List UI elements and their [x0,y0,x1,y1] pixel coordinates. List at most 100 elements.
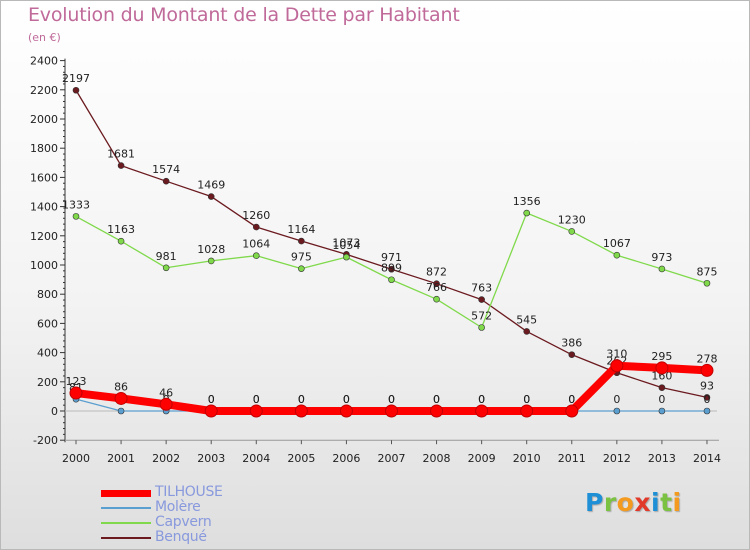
data-label: 0 [523,393,530,406]
data-label: 278 [696,352,717,365]
data-point [207,257,215,265]
legend-item: Capvern [101,514,361,530]
x-tick-label: 2013 [648,452,676,465]
data-label: 899 [381,262,402,275]
data-point [568,351,576,358]
y-tick-label: 600 [37,317,58,330]
data-label: 1230 [558,213,586,226]
data-label: 971 [381,251,402,264]
legend-label: Molère [155,499,201,515]
chart-title: Evolution du Montant de la Dette par Hab… [28,4,460,26]
data-point [117,162,125,169]
data-label: 160 [651,370,672,383]
data-label: 0 [568,393,575,406]
data-label: 0 [478,393,485,406]
x-tick-label: 2003 [197,452,225,465]
data-label: 0 [433,393,440,406]
legend-label: Capvern [155,514,212,530]
y-tick-label: 1200 [30,230,58,243]
data-label: 0 [208,393,215,406]
data-label: 875 [696,265,717,278]
data-point [568,228,576,235]
data-label: 1333 [62,198,90,211]
x-tick-label: 2007 [377,452,405,465]
data-point [430,404,444,418]
y-tick-label: 1400 [30,201,58,214]
data-label: 1028 [197,243,225,256]
legend-item: TILHOUSE [101,484,361,500]
data-point [343,253,350,261]
y-tick-label: 800 [37,288,58,301]
data-point [162,264,170,272]
data-point [252,252,260,259]
data-label: 1164 [287,223,315,236]
y-tick-label: 1800 [30,142,58,155]
x-tick-label: 2011 [558,452,586,465]
data-point [433,280,440,287]
data-point [388,276,395,284]
data-point [117,237,125,245]
data-point [249,404,263,418]
data-point [72,86,80,94]
data-point [159,397,173,411]
data-label: 572 [471,309,492,322]
y-tick-label: 400 [37,347,58,360]
data-label: 1681 [107,148,135,161]
data-point [384,404,398,418]
proxiti-logo: Proxiti [585,488,682,517]
data-point [658,407,666,415]
data-label: 93 [700,379,714,392]
data-label: 0 [298,393,305,406]
data-label: 86 [114,380,128,393]
legend-item: Molère [101,499,361,515]
data-point [700,363,714,377]
data-label: 1260 [242,209,270,222]
x-tick-label: 2009 [468,452,496,465]
data-label: 1067 [603,237,631,250]
legend-label: Benqué [155,529,207,545]
logo-letter: P [585,488,604,517]
y-tick-label: 2200 [30,84,58,97]
data-point [114,391,128,405]
data-point [478,324,485,331]
data-point [703,394,711,401]
data-label: 973 [651,251,672,264]
legend-swatch [101,522,151,524]
x-tick-label: 2004 [242,452,270,465]
data-label: 763 [471,282,492,295]
data-point [69,386,83,400]
y-tick-label: 1600 [30,171,58,184]
data-label: 1073 [332,236,360,249]
x-tick-label: 2001 [107,452,135,465]
data-label: 766 [426,281,447,294]
data-point [117,407,125,415]
data-label: 386 [561,337,582,350]
data-point [523,328,531,335]
data-label: 0 [388,393,395,406]
data-point [204,404,218,418]
data-label: 295 [651,350,672,363]
data-point [565,404,579,418]
logo-letter: o [616,488,635,517]
data-label: 981 [156,250,177,263]
legend-swatch [101,507,151,509]
data-label: 1469 [197,179,225,192]
data-label: 0 [208,393,215,406]
logo-letter: i [672,488,682,517]
legend-item: Benqué [101,529,361,545]
data-label: 1054 [332,239,360,252]
x-tick-label: 2012 [603,452,631,465]
data-label: 0 [298,393,305,406]
data-point [613,251,621,259]
data-point [433,295,440,303]
data-point [475,404,489,418]
data-point [520,404,534,418]
x-tick-label: 2010 [513,452,541,465]
logo-letter: r [603,488,617,517]
data-label: 0 [388,393,395,406]
logo-letter: i [651,488,661,517]
x-tick-label: 2006 [332,452,360,465]
data-label: 0 [523,393,530,406]
logo-letter: x [634,488,651,517]
